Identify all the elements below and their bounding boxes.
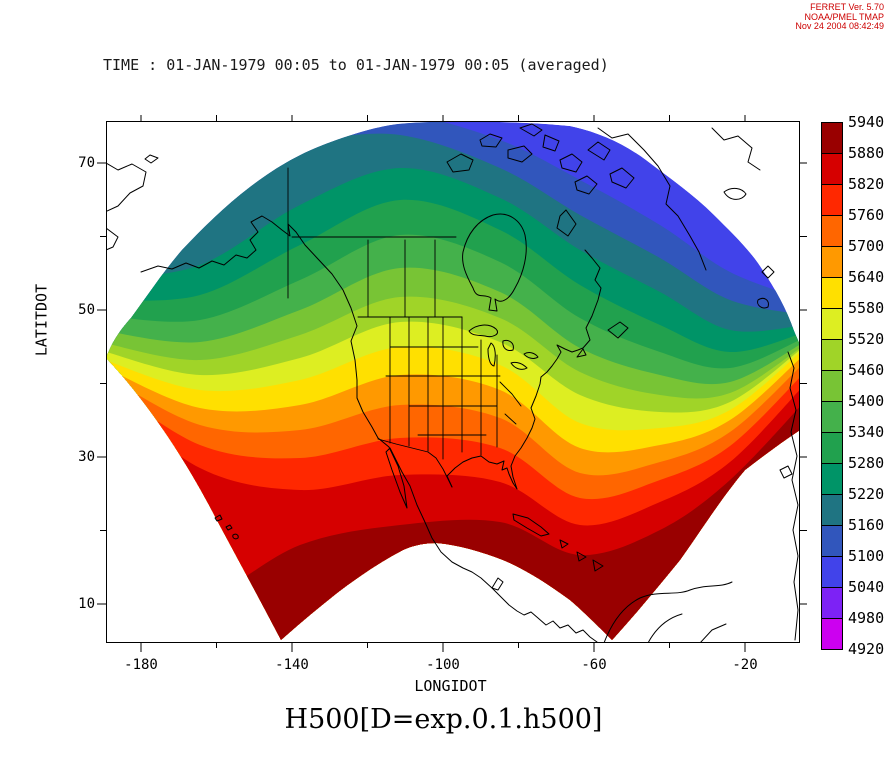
time-axis-title: TIME : 01-JAN-1979 00:05 to 01-JAN-1979 … bbox=[103, 56, 609, 74]
coastline-ne-asia bbox=[107, 154, 159, 251]
colorbar-label-5040: 5040 bbox=[848, 578, 885, 596]
plot-frame bbox=[97, 115, 807, 652]
x-tick-label--20: -20 bbox=[732, 657, 758, 673]
coastline-arctic-islands bbox=[446, 123, 635, 195]
ferret-org-text: NOAA/PMEL TMAP bbox=[804, 11, 884, 22]
colorbar-label-5820: 5820 bbox=[848, 175, 885, 193]
colorbar-cell-5460-5520 bbox=[821, 339, 843, 371]
colorbar-label-5280: 5280 bbox=[848, 454, 885, 472]
x-tick-label--180: -180 bbox=[124, 657, 158, 673]
colorbar-cell-5040-5100 bbox=[821, 556, 843, 588]
colorbar-cell-5760-5820 bbox=[821, 184, 843, 216]
colorbar-label-5940: 5940 bbox=[848, 113, 885, 131]
colorbar bbox=[821, 122, 843, 650]
colorbar-label-5340: 5340 bbox=[848, 423, 885, 441]
colorbar-label-5220: 5220 bbox=[848, 485, 885, 503]
coastline-hudson-bay bbox=[462, 213, 527, 312]
y-tick-label-10: 10 bbox=[78, 596, 95, 612]
y-tick-label-50: 50 bbox=[78, 302, 95, 318]
y-tick-label-30: 30 bbox=[78, 449, 95, 465]
axis-ticks bbox=[97, 115, 807, 652]
political-borders bbox=[287, 167, 522, 488]
colorbar-label-5580: 5580 bbox=[848, 299, 885, 317]
coastline-south-america bbox=[512, 351, 799, 642]
colorbar-label-4920: 4920 bbox=[848, 640, 885, 658]
coastline-west-namerica bbox=[140, 215, 598, 642]
coastline-gulf-eastcoast bbox=[446, 249, 602, 490]
colorbar-cell-5160-5220 bbox=[821, 494, 843, 526]
colorbar-cell-4980-5040 bbox=[821, 587, 843, 619]
colorbar-cell-5100-5160 bbox=[821, 525, 843, 557]
colorbar-label-5880: 5880 bbox=[848, 144, 885, 162]
colorbar-label-5640: 5640 bbox=[848, 268, 885, 286]
coastline-great-lakes bbox=[468, 324, 539, 370]
y-tick-label-70: 70 bbox=[78, 155, 95, 171]
colorbar-label-4980: 4980 bbox=[848, 609, 885, 627]
colorbar-cell-5340-5400 bbox=[821, 401, 843, 433]
border-us-mexico bbox=[377, 438, 453, 488]
colorbar-cell-5220-5280 bbox=[821, 463, 843, 495]
colorbar-cell-5640-5700 bbox=[821, 246, 843, 278]
coastline-newfoundland bbox=[556, 209, 629, 358]
colorbar-cell-5580-5640 bbox=[821, 277, 843, 309]
y-axis-label: LATITDOT bbox=[32, 283, 51, 357]
colorbar-label-5700: 5700 bbox=[848, 237, 885, 255]
colorbar-cell-5820-5880 bbox=[821, 153, 843, 185]
colorbar-label-5400: 5400 bbox=[848, 392, 885, 410]
x-tick-label--60: -60 bbox=[581, 657, 607, 673]
colorbar-cell-4920-4980 bbox=[821, 618, 843, 650]
figure-caption: H500[D=exp.0.1.h500] bbox=[284, 704, 603, 735]
colorbar-label-5160: 5160 bbox=[848, 516, 885, 534]
colorbar-cell-5520-5580 bbox=[821, 308, 843, 340]
x-tick-label--100: -100 bbox=[426, 657, 460, 673]
colorbar-cell-5880-5940 bbox=[821, 122, 843, 154]
island-specks bbox=[214, 514, 504, 591]
contour-band-field bbox=[106, 121, 800, 640]
colorbar-cell-5400-5460 bbox=[821, 370, 843, 402]
colorbar-cell-5700-5760 bbox=[821, 215, 843, 247]
plot-border bbox=[106, 121, 800, 643]
colorbar-label-5460: 5460 bbox=[848, 361, 885, 379]
colorbar-label-5760: 5760 bbox=[848, 206, 885, 224]
ferret-header: FERRET Ver. 5.70 NOAA/PMEL TMAP Nov 24 2… bbox=[795, 2, 884, 32]
colorbar-label-5520: 5520 bbox=[848, 330, 885, 348]
colorbar-cell-5280-5340 bbox=[821, 432, 843, 464]
x-axis-label: LONGIDOT bbox=[414, 677, 487, 695]
border-provinces bbox=[367, 239, 436, 318]
ferret-version-text: FERRET Ver. 5.70 bbox=[810, 2, 884, 12]
coastline-overlay bbox=[107, 123, 799, 642]
coastline-greenland-iceland bbox=[597, 127, 775, 309]
colorbar-label-5100: 5100 bbox=[848, 547, 885, 565]
border-us-states bbox=[385, 316, 522, 460]
x-tick-label--140: -140 bbox=[275, 657, 309, 673]
ferret-datetime-text: Nov 24 2004 08:42:49 bbox=[795, 21, 884, 31]
